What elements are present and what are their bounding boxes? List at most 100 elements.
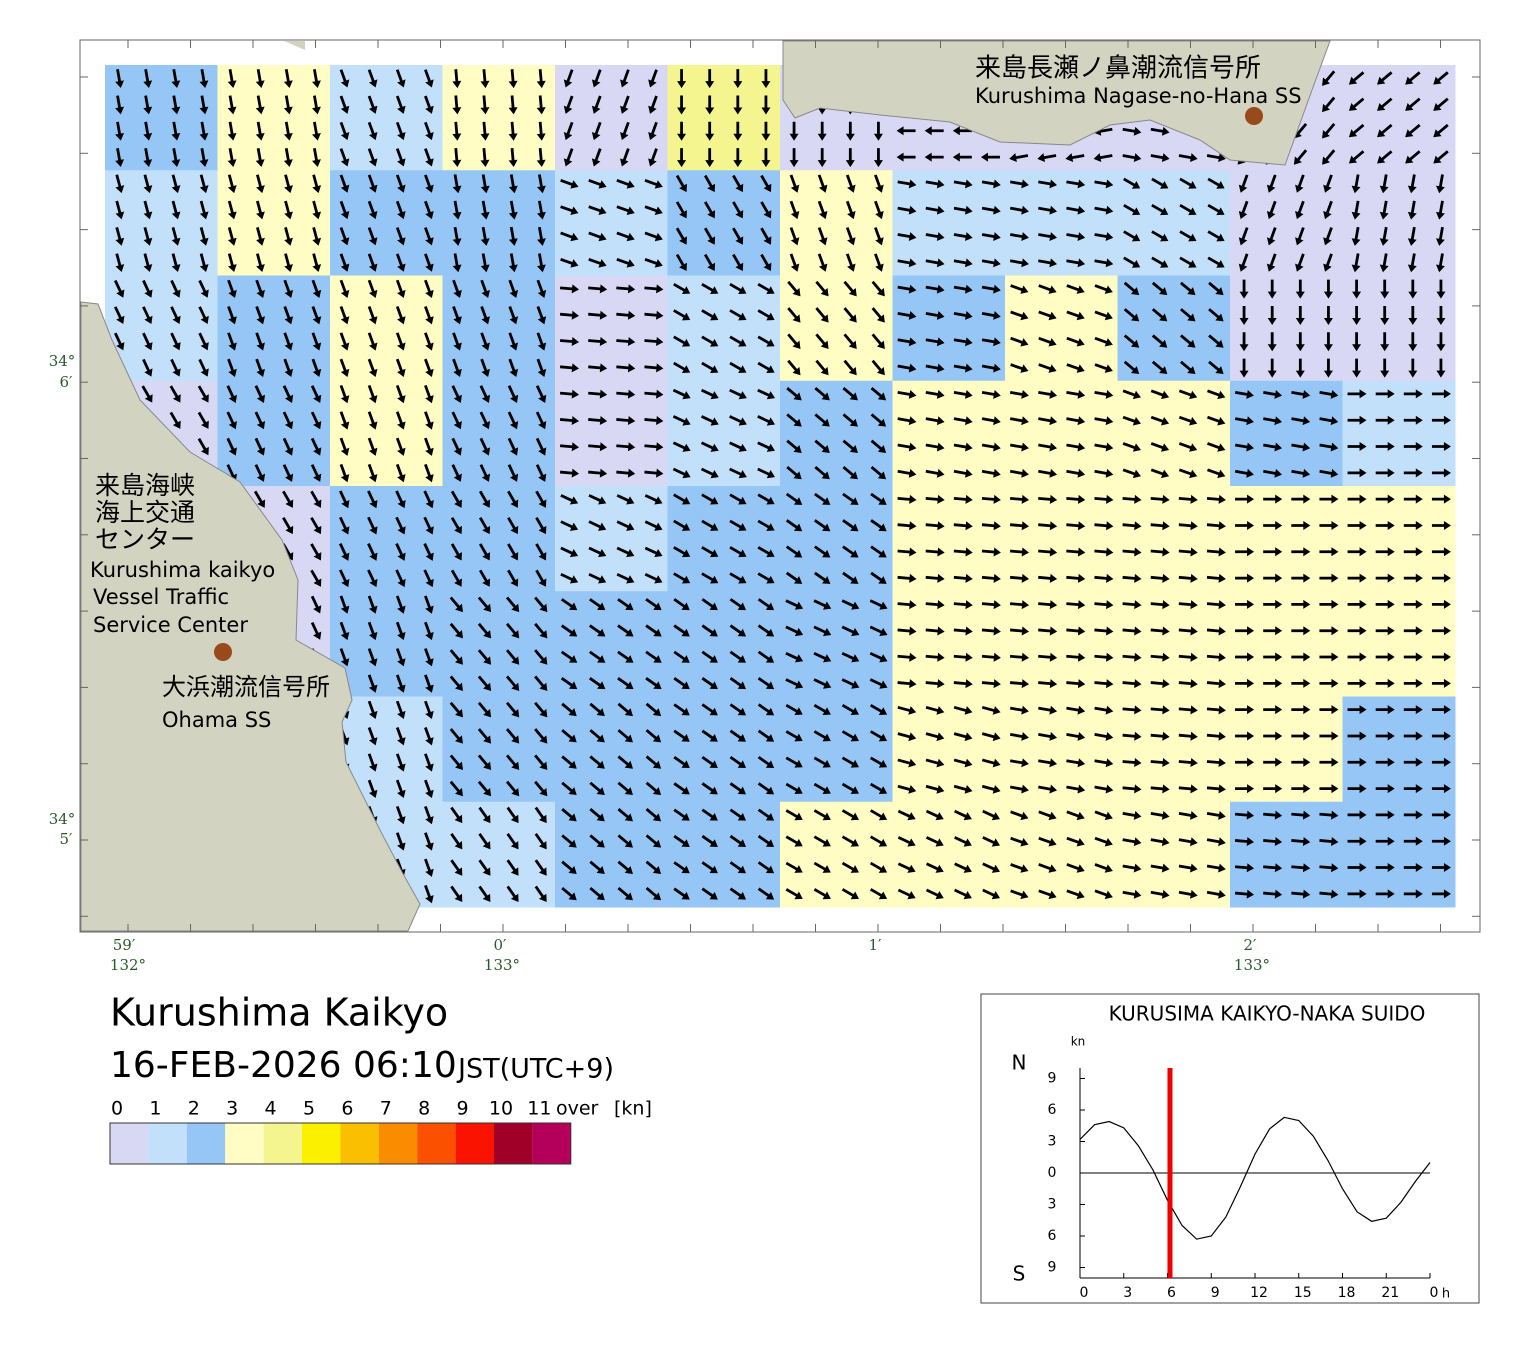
current-arrow — [535, 490, 547, 508]
current-arrow — [424, 805, 434, 825]
current-arrow — [645, 755, 662, 769]
current-arrow — [480, 332, 490, 351]
current-arrow — [785, 571, 803, 584]
current-arrow — [1403, 389, 1423, 399]
speed-cell — [442, 65, 556, 171]
current-arrow — [1122, 389, 1141, 400]
current-arrow — [1066, 336, 1085, 347]
current-arrow — [757, 309, 775, 321]
current-arrow — [701, 677, 718, 690]
current-arrow — [310, 516, 322, 535]
current-arrow — [981, 311, 1001, 320]
current-arrow — [1319, 836, 1339, 846]
current-arrow — [395, 437, 406, 456]
current-arrow — [617, 781, 633, 796]
current-arrow — [1150, 837, 1170, 847]
speed-cell — [1230, 801, 1343, 908]
current-arrow — [757, 782, 775, 795]
current-arrow — [981, 179, 1001, 189]
current-arrow — [1123, 230, 1141, 242]
current-arrow — [1009, 679, 1030, 689]
current-arrow — [673, 335, 691, 347]
current-arrow — [561, 808, 577, 822]
current-arrow — [367, 148, 378, 167]
current-arrow — [256, 253, 265, 273]
current-arrow — [310, 464, 322, 482]
current-arrow — [644, 310, 664, 320]
current-arrow — [1235, 784, 1255, 794]
current-arrow — [450, 885, 463, 903]
current-arrow — [869, 888, 888, 900]
lon-label: 1′ — [869, 936, 883, 954]
current-arrow — [1291, 652, 1311, 662]
current-arrow — [367, 332, 378, 351]
colorbar-label: 0 — [111, 1098, 123, 1120]
current-arrow — [367, 384, 378, 404]
current-arrow — [1122, 889, 1142, 899]
current-arrow — [1038, 810, 1057, 821]
current-arrow — [505, 728, 520, 744]
current-arrow — [953, 284, 973, 294]
speed-cell — [217, 170, 331, 276]
current-arrow — [1403, 520, 1423, 530]
current-arrow — [424, 463, 434, 483]
current-arrow — [534, 833, 547, 850]
current-arrow — [1431, 863, 1451, 873]
current-arrow — [505, 622, 520, 639]
current-arrow — [560, 598, 578, 611]
current-arrow — [1038, 626, 1058, 636]
current-arrow — [1407, 174, 1417, 194]
current-arrow — [170, 332, 181, 351]
current-arrow — [197, 385, 209, 403]
current-arrow — [1178, 442, 1198, 452]
current-arrow — [1291, 863, 1311, 873]
current-arrow — [115, 174, 125, 194]
current-arrow — [1066, 494, 1086, 504]
current-arrow — [424, 411, 434, 430]
current-arrow — [648, 95, 658, 114]
current-arrow — [561, 729, 577, 743]
current-arrow — [645, 624, 662, 637]
current-arrow — [312, 95, 321, 115]
current-arrow — [1207, 230, 1225, 242]
speed-cell — [1342, 380, 1456, 487]
current-arrow — [507, 543, 519, 561]
current-arrow — [1038, 284, 1057, 294]
y-tick-label: 3 — [1048, 1197, 1057, 1213]
current-arrow — [925, 600, 945, 610]
current-arrow — [813, 756, 831, 768]
current-arrow — [981, 494, 1001, 504]
current-arrow — [953, 573, 973, 583]
current-arrow — [981, 337, 1001, 347]
y-tick-label: 6 — [1048, 1228, 1057, 1244]
current-arrow — [1431, 415, 1451, 425]
current-arrow — [171, 253, 181, 273]
current-arrow — [1347, 442, 1367, 452]
current-arrow — [1435, 226, 1445, 246]
current-arrow — [367, 779, 378, 798]
current-arrow — [199, 95, 209, 115]
current-arrow — [507, 411, 519, 430]
current-arrow — [1235, 705, 1255, 715]
current-arrow — [785, 678, 804, 689]
current-arrow — [813, 651, 832, 663]
current-arrow — [1150, 626, 1170, 636]
current-arrow — [1094, 836, 1113, 847]
current-arrow — [1009, 179, 1029, 189]
colorbar-swatch — [532, 1123, 571, 1164]
current-arrow — [1348, 71, 1365, 85]
current-arrow — [814, 413, 830, 427]
current-arrow — [925, 836, 944, 847]
current-arrow — [226, 437, 237, 456]
current-arrow — [1319, 520, 1339, 530]
current-arrow — [1234, 836, 1255, 846]
current-arrow — [1151, 281, 1168, 296]
current-arrow — [644, 415, 664, 425]
current-arrow — [143, 69, 153, 89]
current-arrow — [1323, 279, 1333, 299]
current-arrow — [395, 648, 406, 667]
current-arrow — [1266, 174, 1277, 193]
current-arrow — [1403, 599, 1423, 609]
current-arrow — [507, 385, 519, 403]
speed-cell — [217, 65, 331, 171]
